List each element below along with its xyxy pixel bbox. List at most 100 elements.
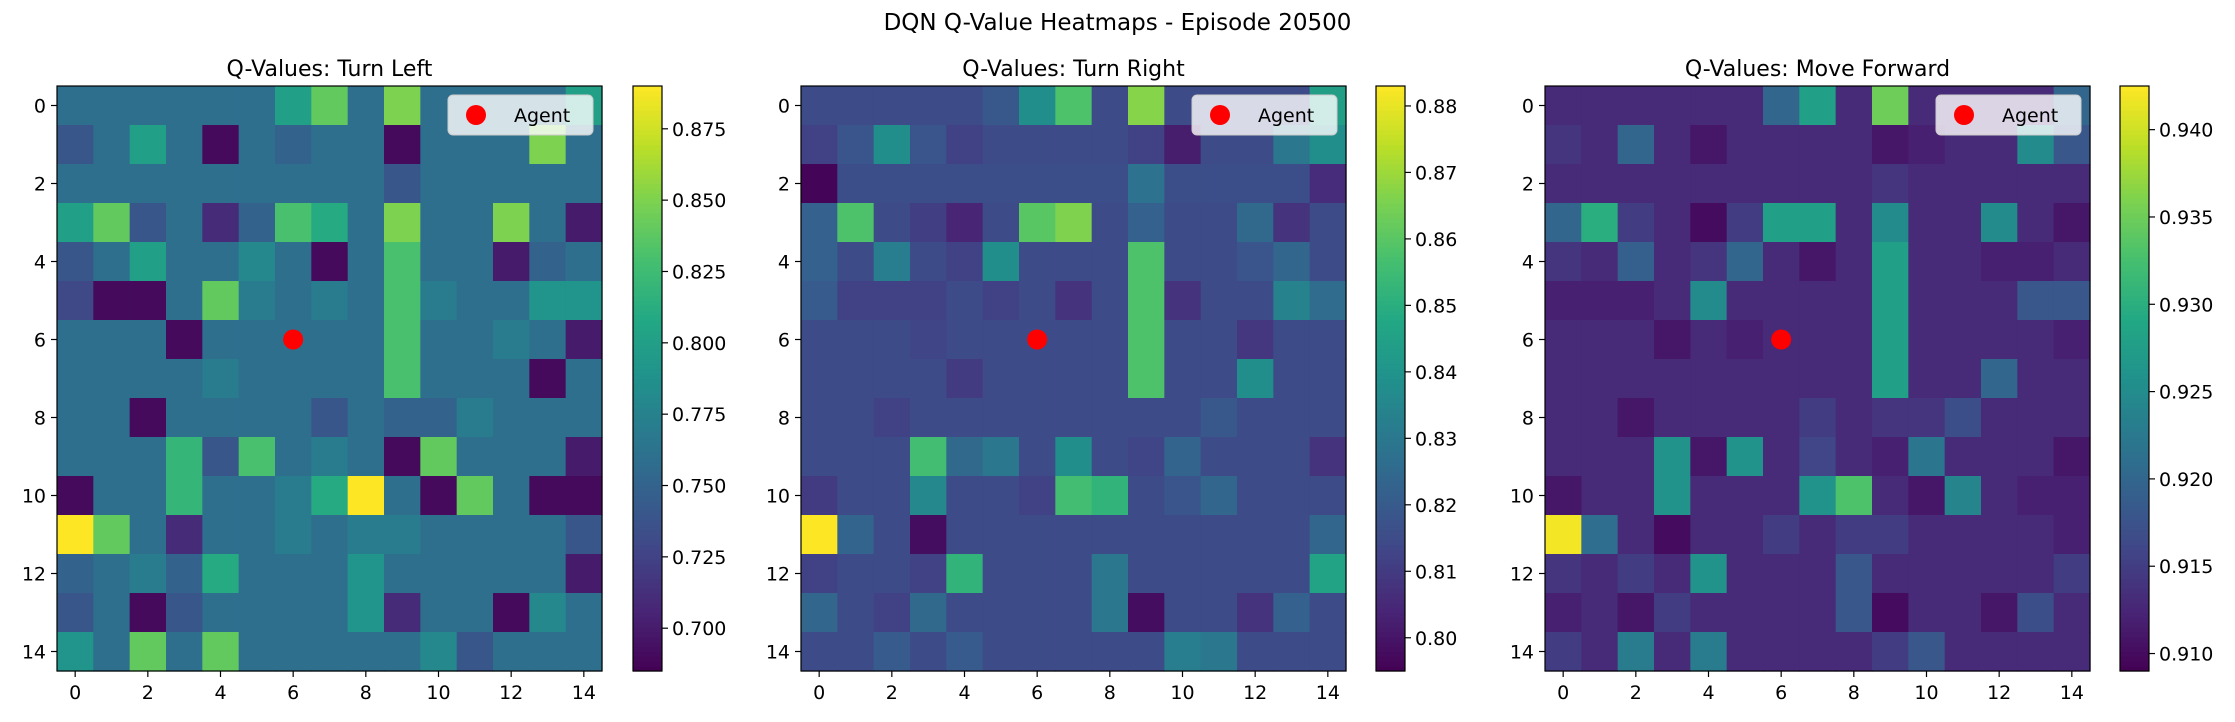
heatmap-cell — [1908, 242, 1946, 282]
heatmap-cell — [529, 593, 567, 633]
heatmap-cell — [1309, 554, 1347, 594]
heatmap-cell — [1019, 437, 1056, 477]
colorbar-segment — [1376, 246, 1405, 253]
heatmap-cell — [1872, 359, 1909, 399]
heatmap-cell — [565, 593, 603, 633]
colorbar-frame — [2119, 85, 2150, 672]
heatmap-cell — [873, 242, 911, 282]
heatmap-cell — [1309, 359, 1347, 399]
heatmap-cell — [1545, 437, 1582, 477]
heatmap-cell — [1944, 632, 1982, 672]
heatmap-cell — [1981, 164, 2018, 204]
heatmap-cell — [1654, 359, 1691, 399]
heatmap-cell — [238, 125, 276, 165]
heatmap-cell — [1164, 593, 1202, 633]
colorbar-segment — [1376, 295, 1405, 302]
heatmap-cell — [946, 359, 984, 399]
colorbar-segment — [1376, 198, 1405, 204]
colorbar-segment — [1376, 593, 1405, 599]
colorbar-segment — [1376, 656, 1405, 662]
heatmap-cell — [1908, 281, 1946, 321]
heatmap-cell — [1654, 437, 1691, 477]
heatmap-cell — [1908, 554, 1946, 594]
legend-box — [447, 94, 594, 136]
heatmap-cell — [166, 281, 203, 321]
heatmap-cell — [1055, 632, 1093, 672]
heatmap-cell — [1581, 125, 1619, 165]
heatmap-cell — [238, 359, 276, 399]
heatmap-cell — [1617, 554, 1655, 594]
heatmap-cell — [1763, 242, 1800, 282]
heatmap-cell — [837, 125, 875, 165]
colorbar-segment — [2120, 242, 2149, 248]
colorbar-segment — [633, 544, 662, 550]
colorbar-segment — [633, 281, 662, 287]
colorbar-segment — [1376, 349, 1405, 355]
colorbar-segment — [1376, 134, 1405, 141]
heatmap-cell — [982, 203, 1020, 243]
colorbar-segment — [2120, 276, 2149, 282]
heatmap-cell — [1273, 398, 1311, 438]
heatmap-panel-1: Q-Values: Turn Right 0 2 4 6 8 10 12 14 0 2 4 6 8 10 12… — [766, 57, 1458, 704]
heatmap-cell — [1872, 242, 1909, 282]
heatmap-cell — [202, 320, 240, 360]
colorbar-segment — [633, 227, 662, 233]
colorbar-segment — [1376, 578, 1405, 584]
heatmap-cell — [1835, 476, 1873, 516]
y-tick-label: 0 — [778, 96, 790, 118]
heatmap-cell — [1309, 203, 1347, 243]
heatmap-cell — [166, 320, 203, 360]
heatmap-cell — [565, 476, 603, 516]
heatmap-cell — [982, 164, 1020, 204]
heatmap-cell — [57, 203, 94, 243]
heatmap-cell — [311, 125, 349, 165]
heatmap-cell — [1545, 242, 1582, 282]
heatmap-cell — [1019, 398, 1056, 438]
y-tick-label: 8 — [34, 408, 46, 430]
colorbar-segment — [633, 651, 662, 657]
colorbar-segment — [633, 427, 662, 433]
heatmap-cell — [910, 359, 947, 399]
x-tick-label: 0 — [813, 682, 825, 704]
colorbar-segment — [2120, 544, 2149, 550]
heatmap-cell — [1726, 398, 1764, 438]
colorbar-segment — [633, 144, 662, 150]
heatmap-cell — [1799, 437, 1837, 477]
heatmap-cell — [837, 242, 875, 282]
colorbar-tick-label: 0.81 — [1415, 561, 1457, 583]
colorbar-tick-label: 0.915 — [2159, 556, 2213, 578]
heatmap-cell — [873, 515, 911, 555]
colorbar-segment — [1376, 95, 1405, 102]
colorbar-segment — [633, 632, 662, 638]
heatmap-cell — [1055, 281, 1093, 321]
colorbar-segment — [2120, 568, 2149, 575]
agent-marker — [1027, 329, 1048, 350]
heatmap-cell — [1091, 359, 1129, 399]
x-tick-label: 14 — [2060, 682, 2084, 704]
heatmap-cell — [1872, 593, 1909, 633]
heatmap-cell — [910, 515, 947, 555]
heatmap-cell — [1981, 398, 2018, 438]
x-tick-label: 10 — [1914, 682, 1938, 704]
colorbar-segment — [2120, 417, 2149, 423]
heatmap-cell — [311, 554, 349, 594]
heatmap-cell — [493, 398, 530, 438]
heatmap-cell — [1019, 125, 1056, 165]
heatmap-cell — [801, 593, 838, 633]
heatmap-cell — [1545, 476, 1582, 516]
heatmap-cell — [910, 593, 947, 633]
heatmap-cell — [1309, 632, 1347, 672]
heatmap-cell — [1763, 632, 1800, 672]
heatmap-cell — [347, 515, 385, 555]
heatmap-cell — [57, 359, 94, 399]
heatmap-cell — [347, 281, 385, 321]
colorbar-segment — [1376, 641, 1405, 648]
heatmap-cell — [93, 398, 131, 438]
heatmap-cell — [1309, 281, 1347, 321]
y-tick-label: 2 — [1522, 174, 1534, 196]
heatmap-cell — [2017, 554, 2055, 594]
colorbar-segment — [2120, 505, 2149, 511]
heatmap-cell — [129, 359, 167, 399]
heatmap-cell — [420, 320, 458, 360]
colorbar-segment — [2120, 173, 2149, 180]
